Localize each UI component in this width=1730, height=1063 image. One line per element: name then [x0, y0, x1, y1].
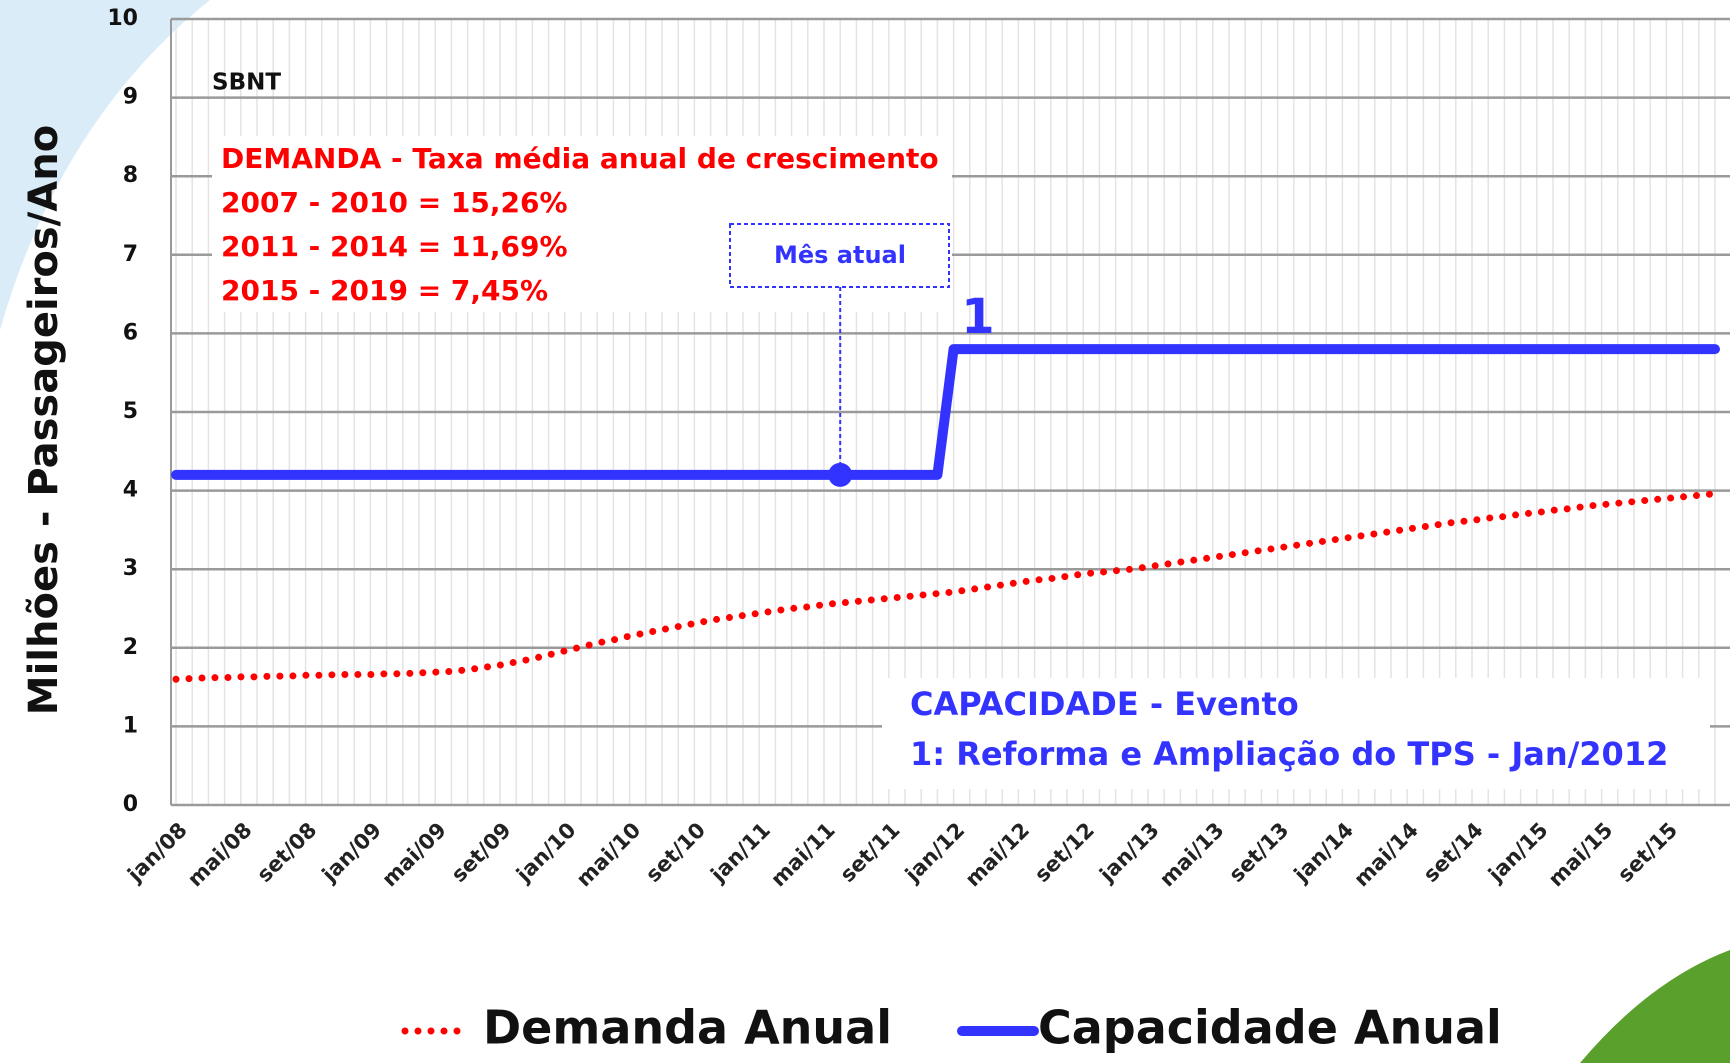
x-tick-label: jan/11 — [706, 818, 775, 887]
demand-note: DEMANDA - Taxa média anual de cresciment… — [221, 142, 939, 175]
x-tick-label: set/10 — [641, 818, 710, 887]
y-tick-label: 2 — [123, 635, 138, 660]
y-tick-label: 5 — [123, 399, 138, 424]
y-tick-label: 4 — [123, 478, 138, 503]
x-tick-label: set/15 — [1613, 818, 1682, 887]
x-tick-label: jan/14 — [1289, 818, 1358, 887]
x-tick-label: set/13 — [1224, 818, 1293, 887]
x-tick-label: mai/09 — [377, 818, 451, 892]
x-tick-label: set/08 — [252, 818, 321, 887]
y-tick-label: 10 — [107, 6, 138, 31]
capacity-note: 1: Reforma e Ampliação do TPS - Jan/2012 — [910, 735, 1668, 773]
x-tick-label: set/09 — [447, 818, 516, 887]
x-tick-label: mai/13 — [1155, 818, 1229, 892]
x-tick-label: set/14 — [1419, 818, 1488, 887]
y-tick-label: 0 — [123, 792, 138, 817]
demand-note: 2007 - 2010 = 15,26% — [221, 186, 568, 219]
x-tick-label: jan/09 — [317, 818, 386, 887]
x-tick-label: mai/12 — [961, 818, 1035, 892]
capacity-box — [882, 678, 1710, 789]
decor-blue — [0, 0, 210, 330]
x-tick-label: mai/15 — [1544, 818, 1618, 892]
x-tick-label: mai/11 — [766, 818, 840, 892]
y-axis-label: Milhões - Passageiros/Ano — [21, 125, 67, 715]
y-tick-label: 1 — [123, 713, 138, 738]
x-tick-label: set/12 — [1030, 818, 1099, 887]
x-tick-label: mai/10 — [572, 818, 646, 892]
x-tick-label: jan/08 — [122, 818, 191, 887]
y-tick-label: 8 — [123, 163, 138, 188]
capacity-note: CAPACIDADE - Evento — [910, 685, 1299, 723]
decor-green — [1580, 950, 1730, 1063]
y-tick-label: 9 — [123, 85, 138, 110]
current-month-point — [828, 462, 853, 487]
demand-note: 2011 - 2014 = 11,69% — [221, 230, 568, 263]
station-code: SBNT — [212, 70, 281, 96]
x-tick-label: set/11 — [836, 818, 905, 887]
current-month-box — [729, 223, 950, 288]
y-tick-label: 3 — [123, 556, 138, 581]
x-tick-label: mai/08 — [183, 818, 257, 892]
event-number: 1 — [961, 289, 994, 345]
demand-line — [172, 490, 1719, 683]
x-tick-label: jan/15 — [1483, 818, 1552, 887]
current-month-label: Mês atual — [774, 241, 906, 269]
x-tick-label: jan/10 — [511, 818, 580, 887]
capacity-line — [171, 344, 1720, 480]
y-tick-label: 6 — [123, 320, 138, 345]
x-tick-label: mai/14 — [1349, 818, 1423, 892]
demand-note: 2015 - 2019 = 7,45% — [221, 274, 548, 307]
legend-label: Capacidade Anual — [1038, 1001, 1502, 1055]
x-tick-label: jan/12 — [900, 818, 969, 887]
annotations: SBNT DEMANDA - Taxa média anual de cresci… — [212, 70, 1710, 1055]
x-tick-label: jan/13 — [1094, 818, 1163, 887]
y-tick-label: 7 — [123, 242, 138, 267]
legend-label: Demanda Anual — [483, 1001, 892, 1055]
marks — [171, 344, 1720, 683]
